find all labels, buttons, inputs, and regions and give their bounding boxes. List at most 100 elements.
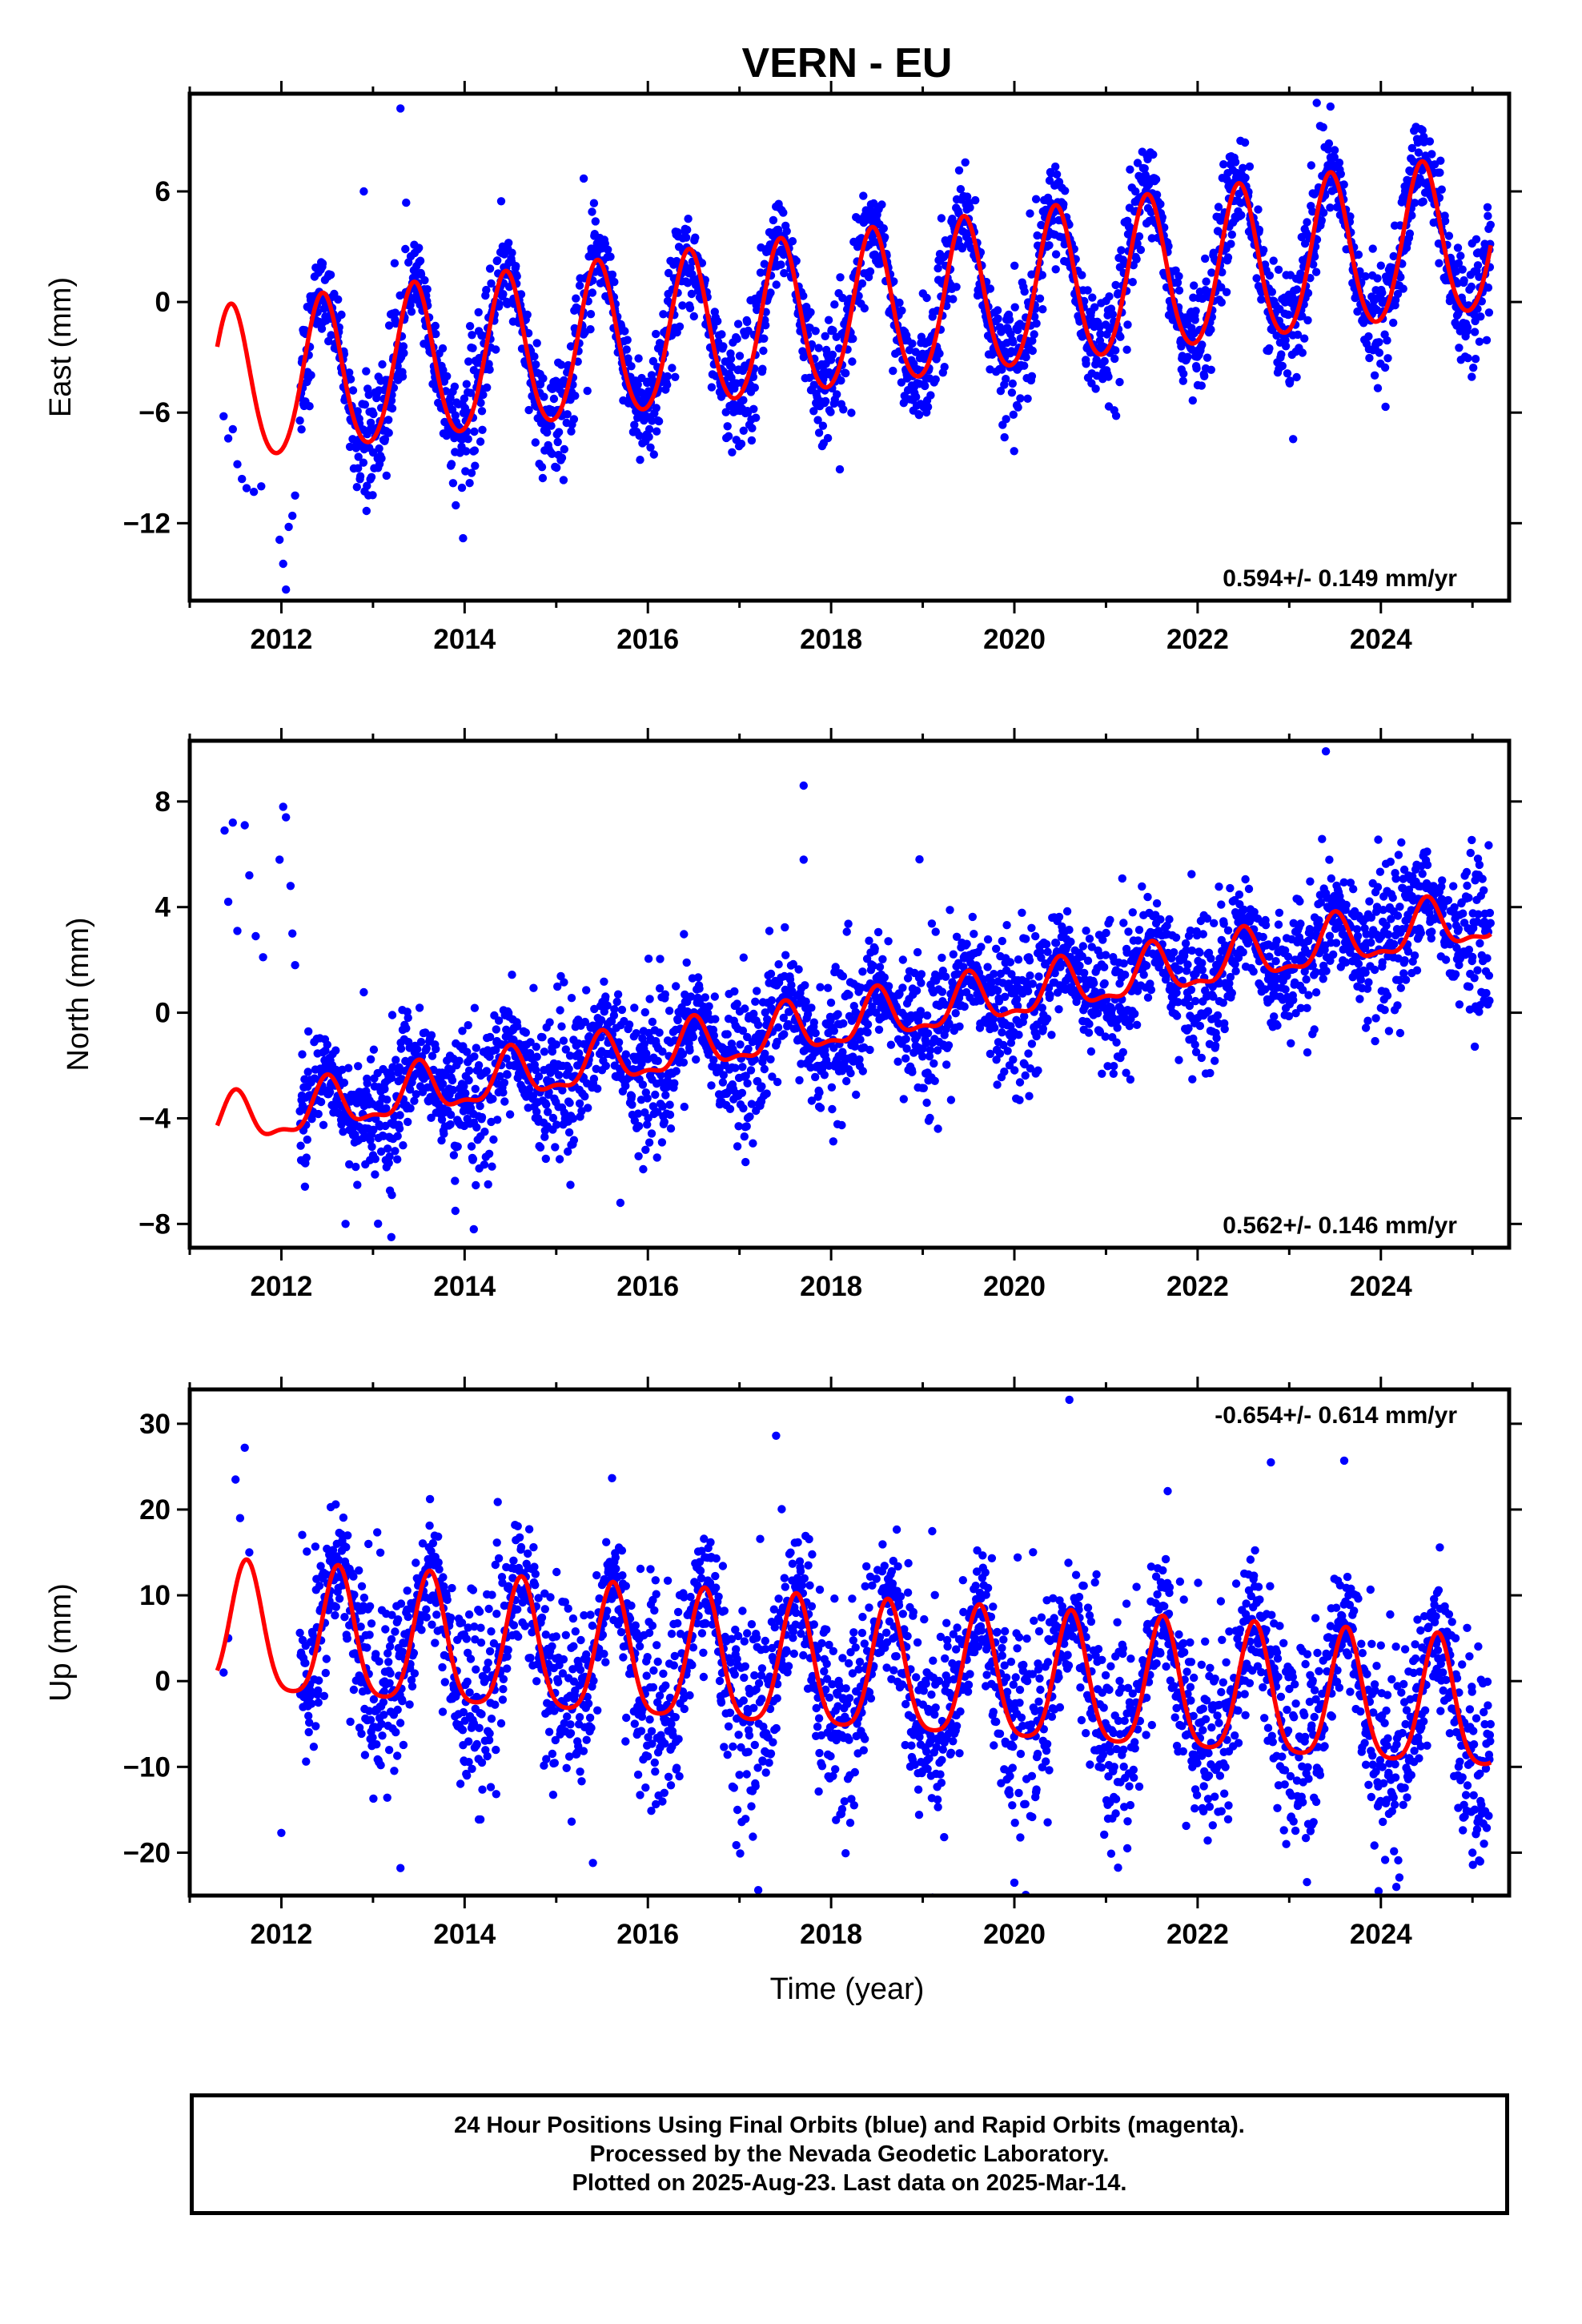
data-point [427, 1031, 436, 1039]
data-point [1002, 415, 1010, 424]
data-point [1100, 356, 1109, 366]
data-point [472, 1043, 480, 1052]
data-point [1045, 241, 1054, 250]
data-point [1339, 180, 1348, 189]
data-point [488, 1162, 496, 1171]
data-point [1188, 396, 1198, 405]
data-point [1116, 332, 1125, 341]
data-point [1370, 371, 1379, 380]
data-point [713, 316, 722, 326]
data-point [841, 368, 850, 378]
data-point [638, 1080, 648, 1089]
data-point [837, 376, 845, 385]
data-point [470, 1052, 479, 1061]
data-point [762, 1089, 771, 1098]
data-point [971, 195, 980, 205]
data-point [1197, 1053, 1207, 1063]
data-point [908, 1068, 917, 1076]
data-point [913, 947, 922, 957]
data-point [593, 1084, 602, 1093]
data-point [898, 983, 907, 992]
data-point [555, 1155, 564, 1164]
x-tick-label: 2012 [251, 624, 313, 655]
data-point [383, 1096, 391, 1104]
data-point [400, 348, 408, 358]
data-point [1211, 1041, 1220, 1050]
data-point [1376, 261, 1386, 270]
data-point [395, 1124, 404, 1133]
data-point [567, 994, 576, 1003]
data-point [1034, 1066, 1042, 1075]
data-point [296, 1141, 305, 1150]
data-point [726, 355, 736, 364]
data-point [938, 987, 947, 996]
data-point [926, 1046, 935, 1055]
data-point [1405, 229, 1415, 238]
data-point [1156, 199, 1165, 209]
data-point [842, 1076, 851, 1086]
data-point [1381, 402, 1390, 412]
data-point [1026, 971, 1034, 980]
data-point [1300, 334, 1309, 343]
data-point [878, 955, 887, 964]
data-point [679, 1058, 689, 1067]
data-point [319, 1120, 328, 1130]
data-point [746, 1066, 756, 1075]
data-point [1032, 319, 1041, 328]
data-point [1453, 243, 1463, 252]
data-point [643, 1094, 652, 1103]
data-point [835, 464, 845, 474]
data-point [500, 1078, 509, 1088]
data-point [1227, 239, 1235, 248]
data-point [1102, 928, 1110, 938]
data-point [512, 262, 520, 271]
data-point [1126, 165, 1134, 174]
data-point [382, 471, 391, 480]
data-point [468, 1155, 478, 1164]
data-point [857, 279, 867, 288]
data-point [899, 1095, 909, 1104]
data-point [977, 943, 986, 951]
data-point [809, 407, 818, 416]
data-point [870, 944, 879, 953]
data-point [354, 464, 363, 472]
data-point [1110, 1062, 1118, 1071]
data-point [448, 1076, 457, 1085]
data-point [1047, 1031, 1056, 1039]
data-point [811, 1028, 820, 1038]
data-point [816, 983, 825, 991]
data-point [1210, 919, 1219, 928]
data-point [1121, 971, 1130, 979]
data-point [387, 404, 397, 413]
data-point [1002, 375, 1010, 384]
x-tick-label: 2020 [983, 624, 1046, 655]
data-point [384, 321, 394, 330]
east-panel: 2012 2014 2016 2018 2020 2022 2024−12−606East … [44, 81, 1522, 655]
data-point [752, 413, 761, 422]
data-point [575, 281, 584, 290]
data-point [391, 319, 400, 328]
data-point [586, 310, 596, 319]
data-point [298, 1050, 307, 1059]
data-point [552, 463, 561, 472]
data-point [930, 1059, 938, 1068]
data-point [465, 322, 475, 331]
data-point [838, 293, 847, 303]
data-point [1030, 330, 1038, 339]
data-point [564, 1064, 573, 1074]
data-point [471, 461, 480, 470]
data-point [772, 280, 781, 289]
data-point [1460, 275, 1468, 285]
data-point [566, 342, 576, 351]
data-point [970, 930, 978, 939]
data-point [730, 987, 739, 996]
data-point [895, 298, 904, 308]
data-point [1031, 195, 1041, 203]
data-point [1239, 163, 1247, 172]
data-point [1000, 1068, 1009, 1076]
data-point [346, 375, 355, 384]
data-point [634, 1122, 644, 1131]
data-point [672, 1067, 681, 1076]
data-point [337, 310, 346, 320]
data-point [753, 305, 761, 315]
